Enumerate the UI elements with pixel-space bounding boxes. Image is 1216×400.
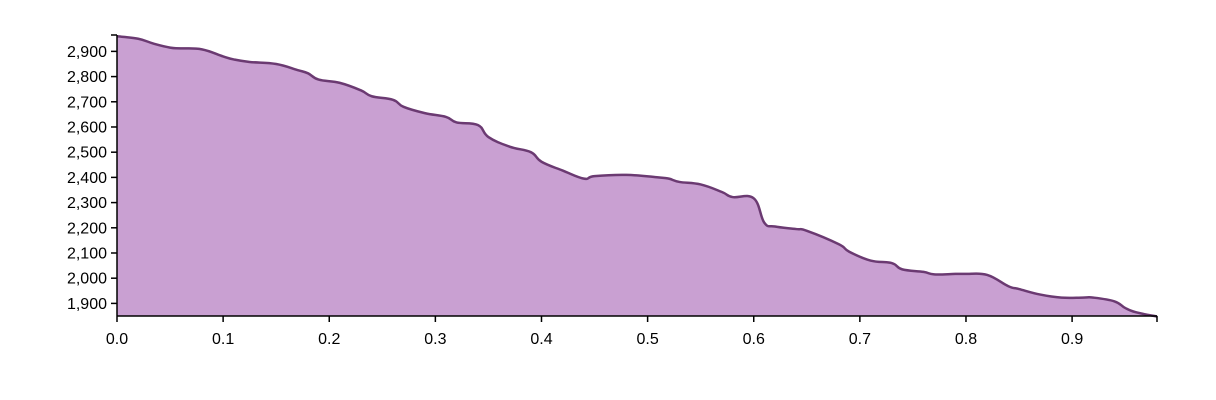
x-tick-label: 0.3 [424,331,446,348]
x-tick-label: 0.5 [636,331,658,348]
x-tick-label: 0.8 [955,331,977,348]
plot-area [116,35,1158,318]
x-tick-label: 0.1 [212,331,234,348]
y-tick-label: 2,200 [67,220,107,237]
y-tick-label: 2,000 [67,271,107,288]
x-tick-label: 0.4 [530,331,552,348]
y-tick-label: 2,700 [67,94,107,111]
x-tick-label: 0.7 [849,331,871,348]
y-tick-label: 1,900 [67,296,107,313]
area-line [116,35,1158,318]
x-tick-label: 0.9 [1061,331,1083,348]
y-tick-label: 2,600 [67,119,107,136]
y-tick-label: 2,900 [67,44,107,61]
axes: 1,900 2,000 2,100 2,200 2,300 2,400 2,500 2,600… [67,34,1158,348]
x-tick-label: 0.6 [743,331,765,348]
y-tick-label: 2,800 [67,69,107,86]
y-tick-label: 2,100 [67,245,107,262]
x-tick-label: 0.2 [318,331,340,348]
y-tick-label: 2,300 [67,195,107,212]
y-tick-label: 2,400 [67,170,107,187]
y-tick-label: 2,500 [67,145,107,162]
x-tick-label: 0.0 [106,331,128,348]
